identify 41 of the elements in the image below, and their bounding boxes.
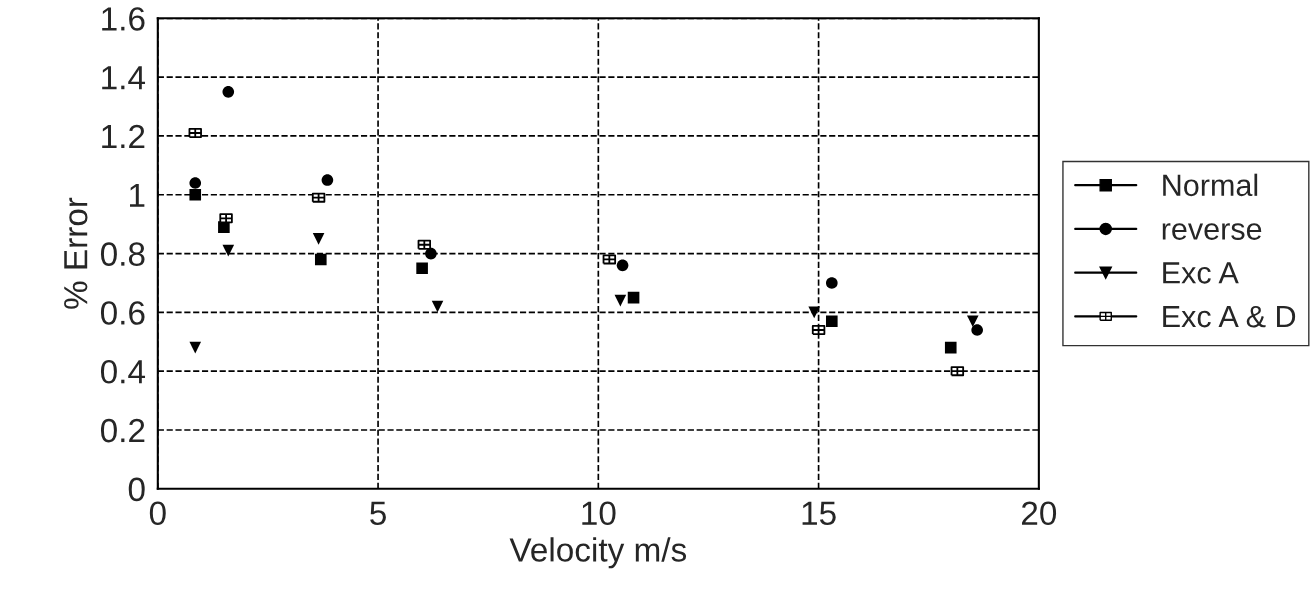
point [614, 294, 627, 307]
y-tick-label: 0 [128, 477, 145, 502]
y-tick-label: 1.2 [102, 124, 145, 149]
x-tick-label: 15 [802, 501, 836, 526]
point [971, 324, 983, 336]
point [219, 213, 233, 224]
point [616, 259, 629, 272]
legend-label: Exc A & D [1163, 305, 1296, 328]
y-tick-label: 1.6 [102, 7, 145, 31]
point [944, 341, 957, 354]
x-tick-label: 0 [149, 501, 166, 526]
y-tick-label: 1.4 [102, 66, 146, 90]
point [222, 244, 235, 257]
y-tick-label: 0.8 [100, 242, 145, 266]
point [189, 177, 202, 189]
point [825, 315, 838, 327]
point [966, 315, 979, 327]
point [312, 233, 325, 245]
y-tick-label: 0.4 [100, 359, 146, 384]
point [808, 306, 820, 319]
point [627, 291, 640, 304]
point [321, 174, 334, 186]
x-axis-title: Velocity m/s [509, 537, 687, 569]
point [189, 341, 202, 354]
x-tick-label: 20 [1021, 501, 1057, 526]
point [416, 262, 428, 275]
point [825, 277, 838, 289]
point [189, 188, 202, 201]
point [222, 86, 235, 98]
legend-label: Exc A [1163, 262, 1239, 284]
y-tick-label: 0.6 [100, 301, 145, 325]
y-axis-title: % Error [64, 197, 88, 309]
x-tick-label: 5 [370, 501, 386, 526]
legend-label: Normal [1163, 173, 1258, 197]
y-tick-label: 1 [130, 183, 145, 207]
x-tick-label: 10 [582, 501, 616, 526]
point [425, 247, 437, 260]
point [431, 300, 444, 313]
y-tick-label: 0.2 [100, 418, 145, 443]
point [314, 253, 327, 266]
legend-label: reverse [1162, 223, 1262, 240]
